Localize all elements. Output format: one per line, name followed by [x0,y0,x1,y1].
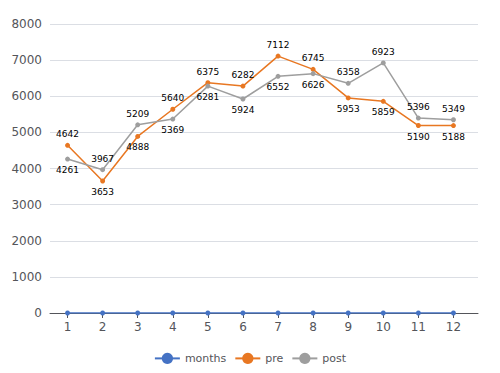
svg-text:6375: 6375 [196,67,219,77]
svg-text:pre: pre [265,352,283,365]
svg-text:5953: 5953 [337,104,360,114]
svg-text:5209: 5209 [126,109,149,119]
svg-text:12: 12 [446,320,461,334]
svg-text:5640: 5640 [161,93,184,103]
svg-text:6626: 6626 [302,80,325,90]
svg-text:5349: 5349 [442,104,465,114]
svg-text:3967: 3967 [91,154,114,164]
svg-text:6745: 6745 [302,53,325,63]
svg-text:5924: 5924 [231,105,254,115]
svg-text:5190: 5190 [407,132,430,142]
svg-text:7000: 7000 [11,53,42,67]
svg-text:3653: 3653 [91,187,114,197]
svg-text:6552: 6552 [267,82,290,92]
svg-text:10: 10 [376,320,391,334]
svg-text:5: 5 [204,320,212,334]
svg-text:4261: 4261 [56,165,79,175]
svg-text:9: 9 [344,320,352,334]
svg-text:3: 3 [134,320,142,334]
svg-text:5859: 5859 [372,107,395,117]
svg-text:4888: 4888 [126,142,149,152]
svg-text:0: 0 [34,306,42,320]
svg-text:5188: 5188 [442,132,465,142]
svg-text:4000: 4000 [11,162,42,176]
svg-text:11: 11 [411,320,426,334]
svg-text:6282: 6282 [231,70,254,80]
svg-text:5396: 5396 [407,102,430,112]
svg-text:1: 1 [64,320,72,334]
svg-text:5369: 5369 [161,125,184,135]
svg-text:7112: 7112 [267,40,290,50]
svg-text:4: 4 [169,320,177,334]
svg-text:months: months [185,352,227,365]
svg-text:7: 7 [274,320,282,334]
svg-text:4642: 4642 [56,129,79,139]
svg-text:2: 2 [99,320,107,334]
svg-text:2000: 2000 [11,234,42,248]
svg-text:post: post [322,352,346,365]
svg-text:6281: 6281 [196,92,219,102]
svg-text:3000: 3000 [11,198,42,212]
svg-text:8000: 8000 [11,17,42,31]
svg-text:8: 8 [309,320,317,334]
svg-text:6000: 6000 [11,89,42,103]
svg-text:1000: 1000 [11,270,42,284]
svg-text:6: 6 [239,320,247,334]
svg-text:5000: 5000 [11,125,42,139]
svg-text:6923: 6923 [372,47,395,57]
svg-text:6358: 6358 [337,67,360,77]
